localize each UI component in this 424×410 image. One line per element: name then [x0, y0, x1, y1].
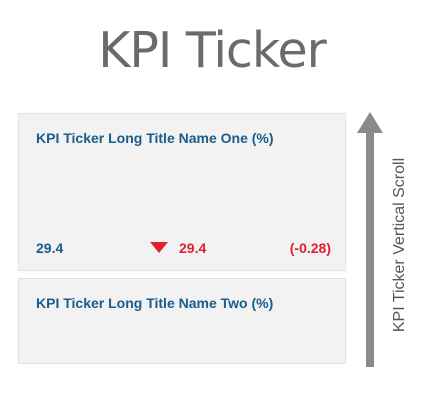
kpi-card[interactable]: KPI Ticker Long Title Name One (%) 29.4 … [18, 113, 346, 271]
page-title: KPI Ticker [98, 22, 327, 79]
kpi-title: KPI Ticker Long Title Name Two (%) [36, 295, 274, 311]
kpi-current-value: 29.4 [179, 240, 207, 256]
kpi-title: KPI Ticker Long Title Name One (%) [36, 130, 274, 146]
kpi-change-value: (-0.28) [289, 240, 331, 256]
scroll-label: KPI Ticker Vertical Scroll [391, 157, 408, 333]
trend-down-icon [150, 242, 168, 253]
kpi-card[interactable]: KPI Ticker Long Title Name Two (%) [18, 278, 346, 364]
vertical-scroll-arrow-icon[interactable] [357, 112, 383, 367]
kpi-base-value: 29.4 [36, 240, 64, 256]
